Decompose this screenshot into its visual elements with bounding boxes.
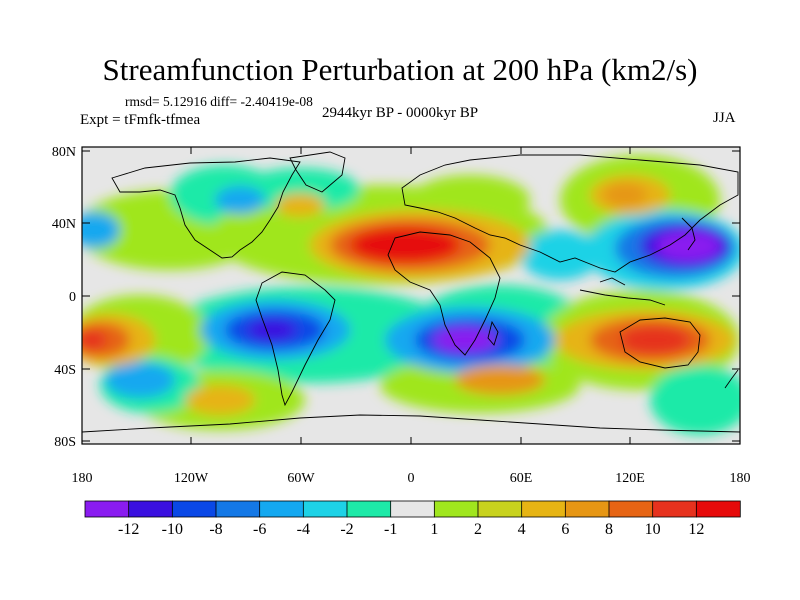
- colorbar-swatch: [84, 500, 130, 518]
- colorbar-label: 1: [430, 521, 438, 538]
- field-blob: [350, 227, 460, 263]
- x-axis-ticks: [190, 147, 631, 444]
- field-blob: [82, 212, 120, 248]
- japan-outline: [681, 217, 696, 251]
- colorbar-swatch: [477, 500, 523, 518]
- colorbar-label: -2: [340, 521, 353, 538]
- field-blob: [247, 319, 297, 341]
- field-blob: [215, 186, 265, 214]
- field-blob: [275, 193, 325, 217]
- colorbar-label: -6: [253, 521, 266, 538]
- eurasia-outline: [401, 154, 739, 273]
- australia-outline: [619, 317, 701, 369]
- x-tick-label: 120E: [615, 471, 645, 486]
- field-contours: [82, 147, 740, 444]
- y-tick-label: 0: [69, 290, 76, 305]
- colorbar-label: -4: [297, 521, 310, 538]
- colorbar-label: -1: [384, 521, 397, 538]
- y-tick-label: 80N: [52, 145, 76, 160]
- colorbar-label: -12: [118, 521, 139, 538]
- colorbar-swatch: [564, 500, 610, 518]
- colorbar-label: 2: [474, 521, 482, 538]
- colorbar-swatch: [390, 500, 436, 518]
- colorbar-swatch: [171, 500, 217, 518]
- x-tick-label: 180: [730, 471, 751, 486]
- x-tick-label: 0: [408, 471, 415, 486]
- colorbar-swatch: [346, 500, 392, 518]
- colorbar: [84, 500, 741, 518]
- field-blob: [240, 168, 360, 212]
- y-axis-ticks: [82, 150, 740, 442]
- colorbar-swatch: [128, 500, 174, 518]
- colorbar-swatch: [433, 500, 479, 518]
- field-blob: [620, 326, 690, 354]
- new-zealand-outline: [724, 369, 739, 389]
- x-tick-label: 60W: [287, 471, 315, 486]
- y-tick-label: 80S: [54, 435, 76, 450]
- colorbar-swatch: [652, 500, 698, 518]
- south-america-outline: [255, 271, 336, 407]
- colorbar-label: 12: [688, 521, 704, 538]
- field-blob: [82, 330, 107, 350]
- africa-outline: [387, 231, 501, 356]
- field-blob: [650, 365, 740, 435]
- field-blob: [455, 365, 545, 395]
- greenland-outline: [289, 151, 346, 193]
- chart-title: Streamfunction Perturbation at 200 hPa (…: [102, 52, 698, 87]
- field-blob: [656, 231, 720, 261]
- colorbar-swatch: [608, 500, 654, 518]
- colorbar-swatch: [695, 500, 741, 518]
- x-tick-label: 180: [72, 471, 93, 486]
- colorbar-swatch: [521, 500, 567, 518]
- field-blob: [603, 183, 647, 207]
- y-tick-label: 40S: [54, 363, 76, 378]
- x-tick-label: 120W: [174, 471, 209, 486]
- colorbar-label: -10: [162, 521, 183, 538]
- colorbar-label: 4: [518, 521, 526, 538]
- field-blob: [433, 327, 497, 353]
- madagascar-outline: [487, 320, 499, 346]
- colorbar-swatch: [215, 500, 261, 518]
- stats-label: rmsd= 5.12916 diff= -2.40419e-08: [125, 94, 313, 109]
- season-label: JJA: [713, 110, 736, 126]
- field-blob: [105, 362, 175, 398]
- colorbar-swatch: [302, 500, 348, 518]
- y-tick-label: 40N: [52, 217, 76, 232]
- experiment-label: Expt = tFmfk-tfmea: [80, 112, 201, 128]
- colorbar-labels: -12 -10 -8 -6 -4 -2 -1 1 2 4 6 8 10 12: [118, 521, 704, 538]
- antarctica-outline: [82, 414, 740, 433]
- colorbar-swatch: [259, 500, 305, 518]
- field-blob: [185, 385, 255, 415]
- x-tick-label: 60E: [510, 471, 533, 486]
- indonesia-outline: [579, 277, 666, 306]
- north-america-outline: [111, 157, 301, 259]
- colorbar-label: 10: [645, 521, 661, 538]
- colorbar-label: -8: [209, 521, 222, 538]
- field-blob: [520, 230, 600, 280]
- coastlines: [82, 151, 740, 433]
- colorbar-label: 8: [605, 521, 613, 538]
- colorbar-label: 6: [561, 521, 569, 538]
- period-label: 2944kyr BP - 0000kyr BP: [322, 105, 479, 121]
